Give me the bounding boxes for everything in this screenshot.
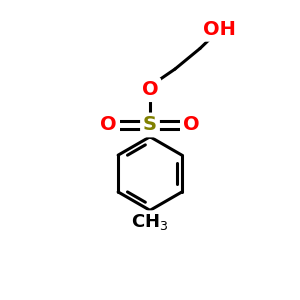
Text: O: O (142, 80, 158, 99)
Text: O: O (183, 116, 200, 134)
Text: S: S (143, 116, 157, 134)
Text: OH: OH (203, 20, 236, 39)
Text: CH$_3$: CH$_3$ (131, 212, 169, 232)
Text: O: O (100, 116, 117, 134)
